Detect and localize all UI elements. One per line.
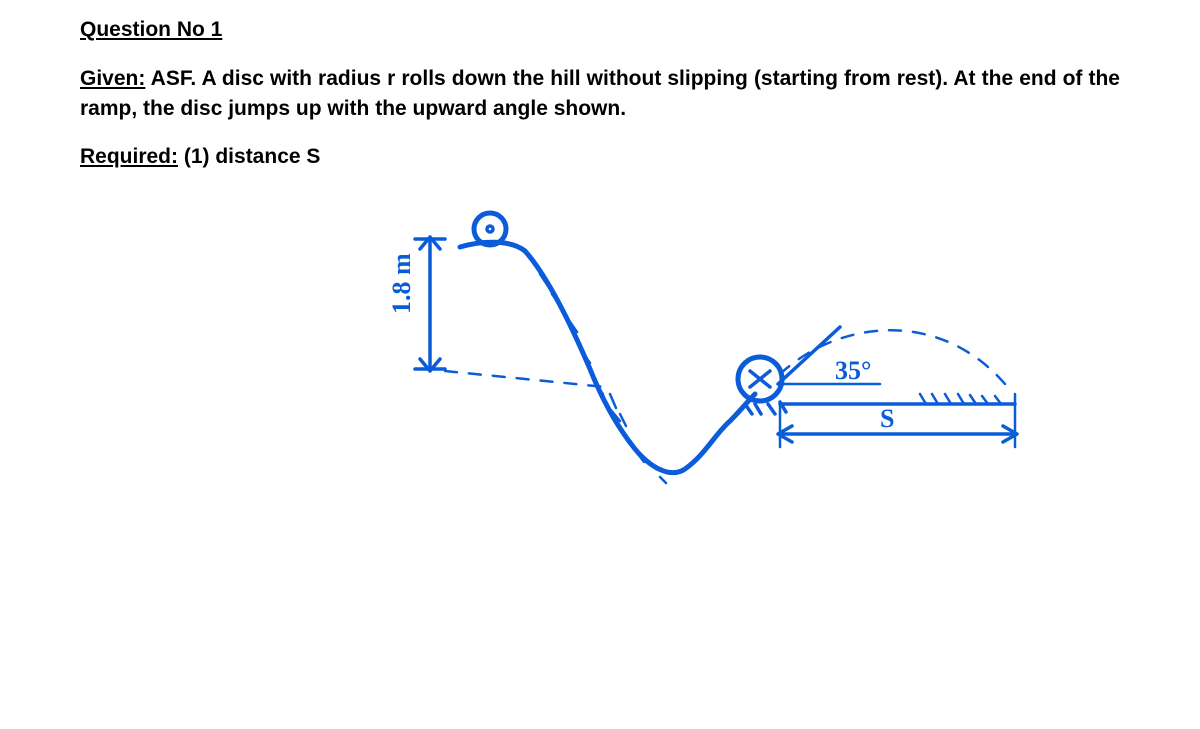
question-title: Question No 1 [80,18,1120,42]
given-text: ASF. A disc with radius r rolls down the… [80,67,1120,120]
given-label: Given: [80,67,145,90]
problem-figure: 1.8 m 35° [180,199,1020,579]
given-block: Given: ASF. A disc with radius r rolls d… [80,64,1120,125]
angle-label: 35° [835,356,871,385]
distance-label: S [880,404,894,433]
required-label: Required: [80,145,178,168]
required-block: Required: (1) distance S [80,145,1120,169]
height-label: 1.8 m [387,253,416,314]
required-text: (1) distance S [178,145,320,168]
